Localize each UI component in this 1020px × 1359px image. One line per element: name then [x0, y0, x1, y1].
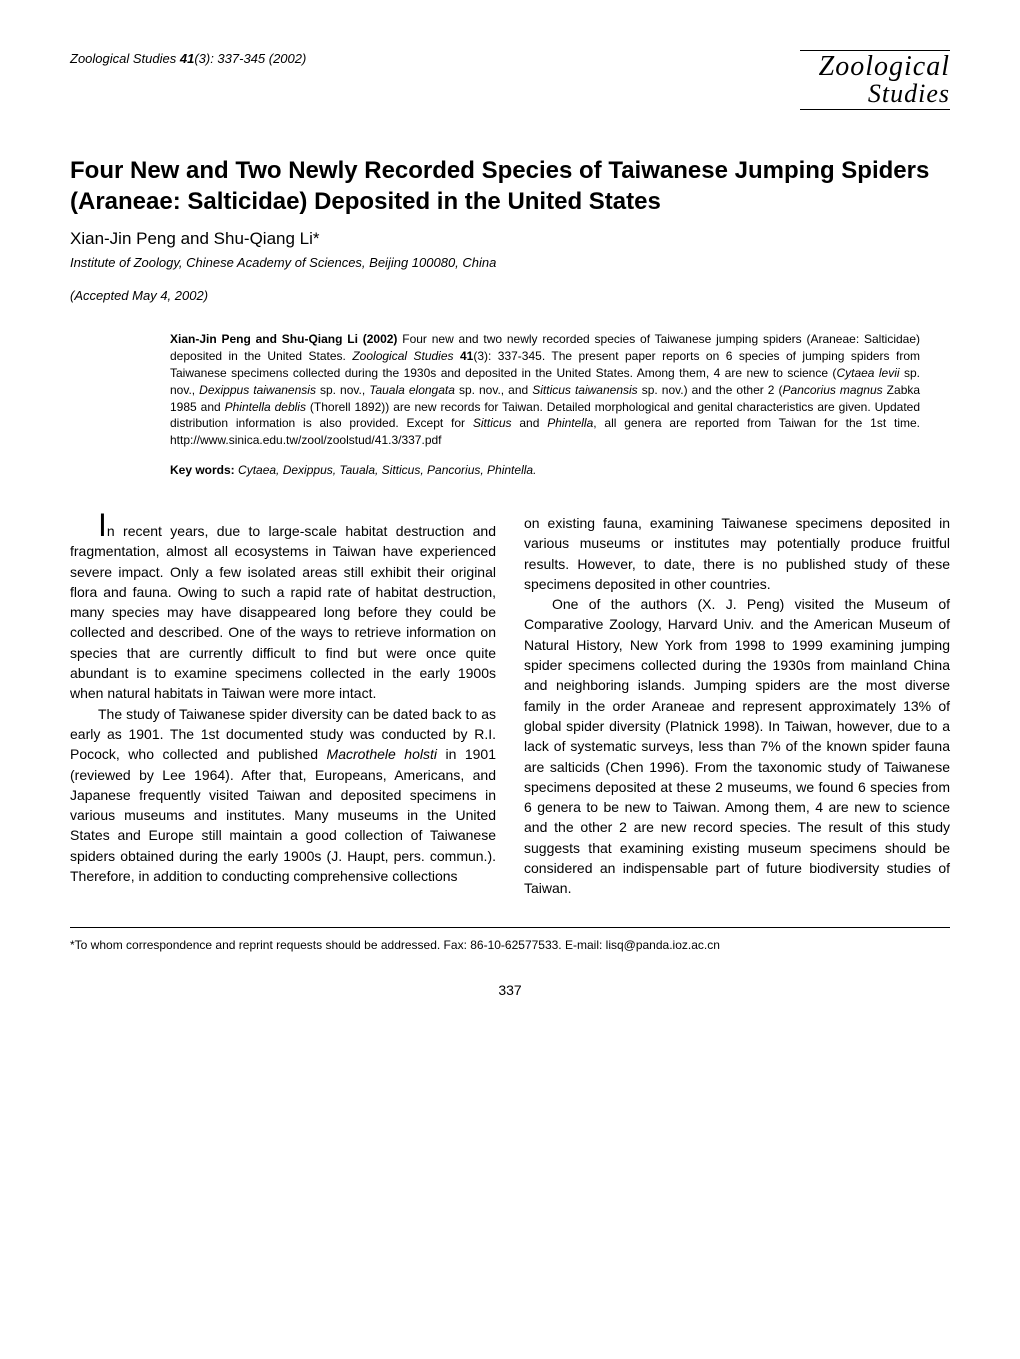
column-right: on existing fauna, examining Taiwanese s…	[524, 513, 950, 899]
journal-ref-prefix: Zoological Studies	[70, 51, 180, 66]
abstract-sp6: Phintella deblis	[225, 400, 306, 414]
abstract-sp2: Dexippus taiwanensis	[199, 383, 316, 397]
abstract-citation-authors: Xian-Jin Peng and Shu-Qiang Li (2002)	[170, 332, 397, 346]
keywords-items: Cytaea, Dexippus, Tauala, Sitticus, Panc…	[235, 463, 537, 477]
dropcap: I	[98, 507, 107, 543]
authors: Xian-Jin Peng and Shu-Qiang Li*	[70, 229, 950, 249]
col2-para1: on existing fauna, examining Taiwanese s…	[524, 513, 950, 594]
keywords: Key words: Cytaea, Dexippus, Tauala, Sit…	[170, 463, 920, 477]
affiliation: Institute of Zoology, Chinese Academy of…	[70, 255, 950, 270]
body-columns: In recent years, due to large-scale habi…	[70, 513, 950, 899]
footer-separator	[70, 927, 950, 928]
abstract-sp1: Cytaea levii	[836, 366, 899, 380]
column-left: In recent years, due to large-scale habi…	[70, 513, 496, 899]
journal-ref-issue: (3): 337-345 (2002)	[194, 51, 306, 66]
abstract-vol: 41	[460, 349, 473, 363]
col1-para1: In recent years, due to large-scale habi…	[70, 513, 496, 704]
abstract-sp5: Pancorius magnus	[783, 383, 883, 397]
abstract-text: Xian-Jin Peng and Shu-Qiang Li (2002) Fo…	[170, 331, 920, 449]
accepted-date: (Accepted May 4, 2002)	[70, 288, 950, 303]
page-header: Zoological Studies 41(3): 337-345 (2002)…	[70, 50, 950, 110]
col1-para2: The study of Taiwanese spider diversity …	[70, 704, 496, 887]
abstract-t5: sp. nov., and	[455, 383, 532, 397]
abstract-block: Xian-Jin Peng and Shu-Qiang Li (2002) Fo…	[170, 331, 920, 477]
col1-p1-rest: n recent years, due to large-scale habit…	[70, 523, 496, 701]
journal-logo-icon: Zoological Studies	[800, 50, 950, 110]
abstract-t6: sp. nov.) and the other 2 (	[638, 383, 783, 397]
journal-ref-vol: 41	[180, 51, 194, 66]
abstract-sp3: Tauala elongata	[369, 383, 455, 397]
journal-logo-top: Zoological	[800, 53, 950, 81]
abstract-sp7: Sitticus	[473, 416, 512, 430]
correspondence-footnote: *To whom correspondence and reprint requ…	[70, 938, 950, 952]
col1-p2-species: Macrothele holsti	[327, 746, 437, 762]
col1-p2b: in 1901 (reviewed by Lee 1964). After th…	[70, 746, 496, 884]
page-number: 337	[70, 982, 950, 998]
abstract-t4: sp. nov.,	[316, 383, 369, 397]
abstract-sp8: Phintella	[547, 416, 593, 430]
keywords-label: Key words:	[170, 463, 235, 477]
abstract-sp4: Sitticus taiwanensis	[532, 383, 637, 397]
abstract-t9: and	[512, 416, 548, 430]
col2-para2: One of the authors (X. J. Peng) visited …	[524, 594, 950, 898]
abstract-journal: Zoological Studies	[352, 349, 460, 363]
journal-logo-bottom: Studies	[800, 81, 950, 107]
article-title: Four New and Two Newly Recorded Species …	[70, 155, 950, 217]
journal-reference: Zoological Studies 41(3): 337-345 (2002)	[70, 50, 306, 68]
